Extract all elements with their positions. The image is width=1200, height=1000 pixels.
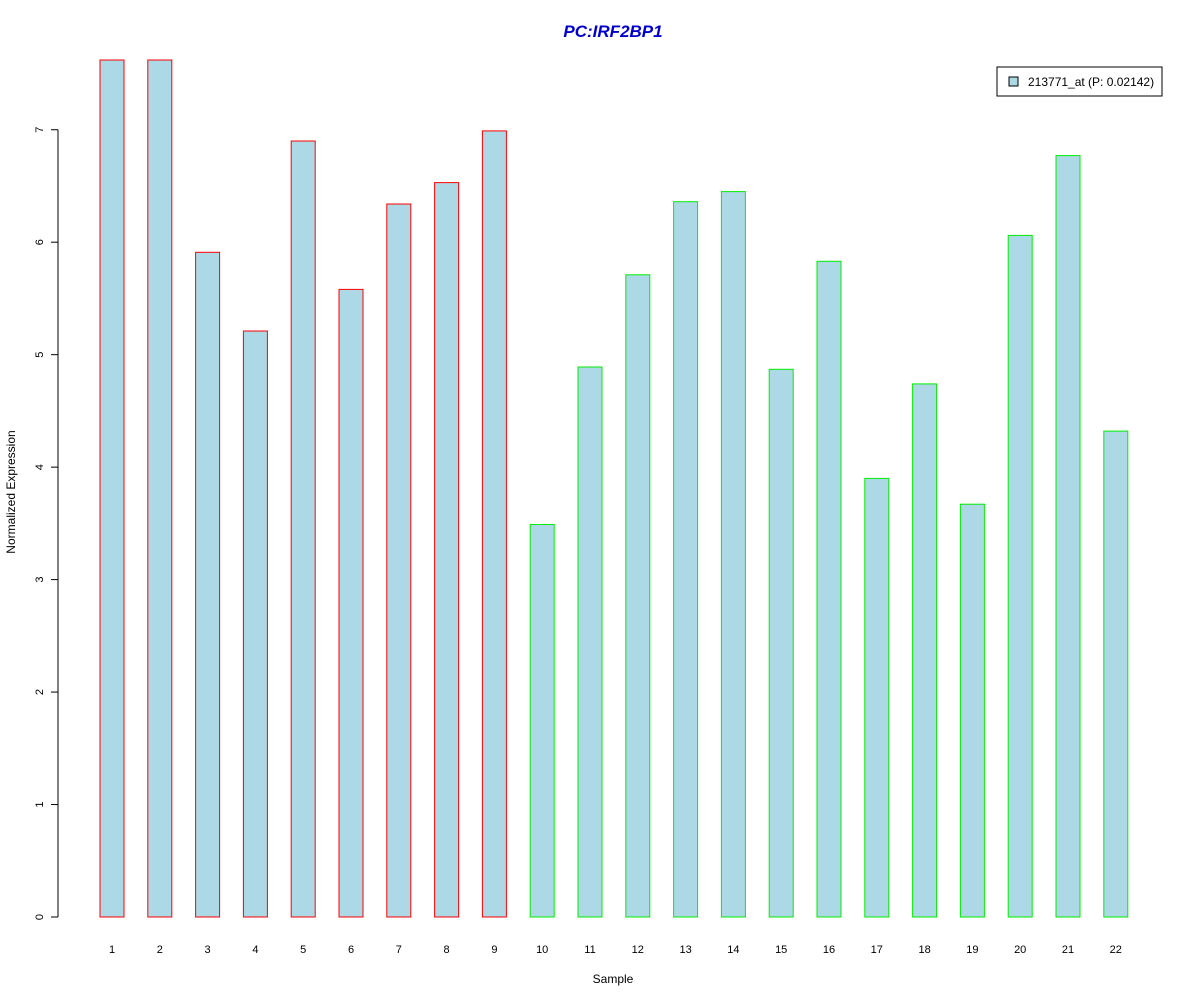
y-tick-label: 4	[34, 464, 46, 470]
bar-sample-18	[912, 383, 938, 918]
y-tick-label: 6	[34, 239, 46, 245]
x-tick-label: 13	[679, 944, 691, 956]
x-tick-label: 2	[157, 944, 163, 956]
bar-sample-14	[720, 191, 746, 918]
x-tick-label: 6	[348, 944, 354, 956]
legend: 213771_at (P: 0.02142)	[996, 66, 1163, 97]
bar-sample-17	[864, 477, 890, 918]
bars-group	[99, 59, 1129, 918]
x-tick-label: 16	[823, 944, 835, 956]
x-tick-label: 15	[775, 944, 787, 956]
bar-sample-2	[147, 59, 173, 918]
y-tick-label: 1	[34, 801, 46, 807]
x-tick-label: 8	[444, 944, 450, 956]
y-axis: 0 1 2 3 4 5 6 7	[34, 127, 59, 920]
bar-sample-3	[195, 251, 221, 918]
x-tick-label: 9	[491, 944, 497, 956]
bar-sample-20	[1007, 234, 1033, 918]
x-tick-label: 17	[871, 944, 883, 956]
legend-box	[996, 66, 1163, 97]
y-tick-label: 0	[34, 914, 46, 920]
x-tick-label: 4	[252, 944, 258, 956]
x-tick-label: 18	[918, 944, 930, 956]
x-tick-label: 5	[300, 944, 306, 956]
x-tick-label: 21	[1062, 944, 1074, 956]
bar-sample-1	[99, 59, 125, 918]
y-tick-label: 5	[34, 352, 46, 358]
bar-sample-9	[481, 130, 507, 918]
bar-sample-21	[1055, 155, 1081, 918]
x-tick-label: 1	[109, 944, 115, 956]
y-axis-title: Normalized Expression	[4, 430, 18, 553]
legend-series-label: 213771_at (P: 0.02142)	[1028, 75, 1154, 89]
y-tick-label: 2	[34, 689, 46, 695]
bar-sample-13	[673, 201, 699, 918]
x-tick-label: 12	[632, 944, 644, 956]
bar-sample-12	[625, 274, 651, 918]
x-tick-label: 14	[727, 944, 739, 956]
x-axis-labels: 1 2 3 4 5 6 7 8 9 10 11 12 13 14 15 16 17 18 19 20 21 22	[109, 944, 1122, 956]
y-tick-label: 3	[34, 577, 46, 583]
x-tick-label: 19	[966, 944, 978, 956]
x-axis-title: Sample	[593, 972, 634, 986]
x-tick-label: 7	[396, 944, 402, 956]
bar-sample-6	[338, 288, 364, 918]
bar-sample-19	[959, 503, 985, 918]
x-tick-label: 22	[1110, 944, 1122, 956]
bar-sample-4	[242, 330, 268, 918]
legend-swatch	[1008, 76, 1019, 87]
bar-sample-22	[1103, 430, 1129, 918]
x-tick-label: 10	[536, 944, 548, 956]
bar-sample-5	[290, 140, 316, 918]
bar-sample-15	[768, 368, 794, 918]
chart-title: PC:IRF2BP1	[563, 22, 662, 41]
bar-sample-11	[577, 366, 603, 918]
bar-sample-16	[816, 260, 842, 918]
x-tick-label: 3	[205, 944, 211, 956]
x-tick-label: 20	[1014, 944, 1026, 956]
bar-sample-10	[529, 524, 555, 918]
bar-sample-7	[386, 203, 412, 918]
bar-sample-8	[434, 182, 460, 918]
x-tick-label: 11	[584, 944, 595, 956]
y-tick-label: 7	[34, 127, 46, 133]
